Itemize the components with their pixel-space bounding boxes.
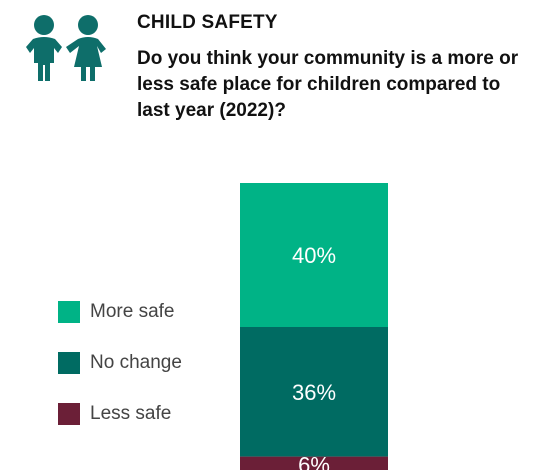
children-icon — [26, 15, 106, 81]
category-title: CHILD SAFETY — [137, 12, 278, 33]
legend-swatch-more-safe — [58, 301, 80, 323]
data-label-less-safe: 6% — [298, 453, 330, 470]
bar-segment-less-safe — [240, 456, 388, 470]
legend-item-less-safe: Less safe — [58, 402, 171, 426]
bar-segment-no-change — [240, 327, 388, 457]
legend-item-no-change: No change — [58, 351, 182, 375]
legend-swatch-less-safe — [58, 403, 80, 425]
legend-label-more-safe: More safe — [90, 301, 175, 322]
question-text: Do you think your community is a more or… — [137, 48, 519, 121]
legend-label-no-change: No change — [90, 352, 182, 373]
data-label-no-change: 36% — [292, 380, 336, 405]
data-label-more-safe: 40% — [292, 243, 336, 268]
legend-label-less-safe: Less safe — [90, 403, 172, 424]
legend-item-more-safe: More safe — [58, 300, 174, 324]
bar-segment-more-safe — [240, 183, 388, 327]
legend-swatch-no-change — [58, 352, 80, 374]
